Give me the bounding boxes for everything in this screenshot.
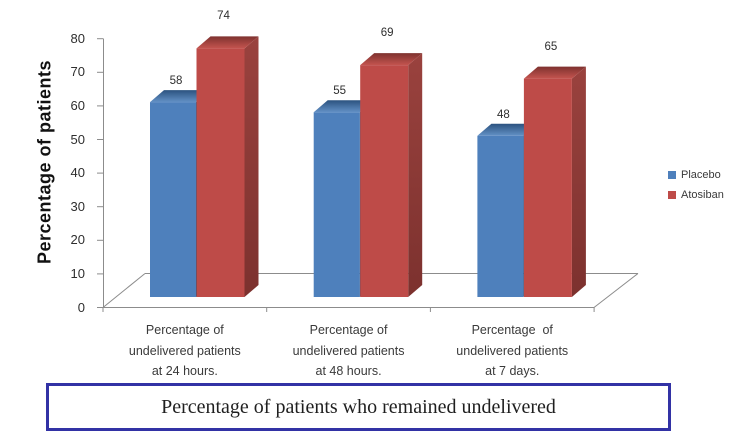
data-label: 55 bbox=[333, 85, 347, 98]
bar-front-face bbox=[313, 112, 360, 297]
bar-front-face bbox=[360, 65, 409, 297]
y-tick-label: 40 bbox=[70, 165, 85, 181]
category-label: Percentage of undelivered patients at 7 da… bbox=[427, 320, 597, 382]
chart-title-text: Percentage of patients who remained unde… bbox=[161, 395, 556, 418]
legend-label: Placebo bbox=[681, 169, 721, 181]
bar-top-face bbox=[150, 90, 210, 103]
bar-top-face bbox=[196, 36, 259, 49]
y-tick-label: 0 bbox=[77, 299, 85, 315]
bar-front-face bbox=[523, 78, 572, 297]
y-tick-label: 80 bbox=[70, 30, 85, 46]
y-tick-label: 20 bbox=[70, 232, 85, 248]
legend-item-placebo: Placebo bbox=[668, 169, 724, 181]
category-label-line: undelivered patients bbox=[292, 343, 405, 358]
bar-side-face bbox=[244, 36, 259, 298]
bar-top-face bbox=[523, 66, 586, 79]
bar-top-face bbox=[360, 53, 423, 66]
bar-atosiban-0 bbox=[196, 36, 259, 298]
data-label: 58 bbox=[169, 75, 183, 88]
category-label-line: at 48 hours. bbox=[315, 364, 382, 378]
bar-top-face bbox=[477, 123, 538, 136]
legend: Placebo Atosiban bbox=[668, 169, 724, 209]
legend-label: Atosiban bbox=[681, 189, 724, 201]
category-label-line: undelivered patients bbox=[128, 343, 241, 358]
y-tick-label: 10 bbox=[70, 265, 85, 281]
y-tick-label: 70 bbox=[70, 64, 85, 80]
data-label: 65 bbox=[544, 40, 558, 53]
legend-item-atosiban: Atosiban bbox=[668, 189, 724, 201]
floor-left-diagonal bbox=[102, 273, 146, 308]
category-label-line: at 24 hours. bbox=[151, 364, 218, 378]
category-label-line: Percentage of bbox=[471, 323, 553, 337]
data-label: 69 bbox=[380, 27, 394, 40]
category-label-line: undelivered patients bbox=[456, 343, 569, 358]
category-label-line: Percentage of bbox=[145, 323, 224, 337]
legend-swatch-placebo bbox=[668, 171, 676, 179]
bar-atosiban-1 bbox=[360, 53, 423, 297]
bar-side-face bbox=[408, 53, 423, 297]
bar-atosiban-2 bbox=[523, 66, 586, 297]
bar-front-face bbox=[150, 102, 196, 298]
y-tick-label: 30 bbox=[70, 198, 85, 214]
bar-top-face bbox=[313, 100, 374, 113]
chart-title-box: Percentage of patients who remained unde… bbox=[46, 383, 671, 431]
bar-front-face bbox=[196, 48, 245, 297]
category-label: Percentage of undelivered patients at 24 h… bbox=[100, 320, 270, 382]
legend-swatch-atosiban bbox=[668, 191, 676, 199]
data-label: 48 bbox=[496, 108, 510, 121]
category-label-line: Percentage of bbox=[309, 323, 388, 337]
bar-front-face bbox=[477, 135, 524, 297]
y-tick-label: 50 bbox=[70, 131, 85, 147]
data-label: 74 bbox=[217, 10, 230, 23]
floor-right-diagonal bbox=[593, 273, 639, 308]
category-label-line: at 7 days. bbox=[485, 364, 540, 378]
y-tick-label: 60 bbox=[70, 97, 85, 113]
category-label: Percentage of undelivered patients at 48 h… bbox=[264, 320, 434, 382]
bar-side-face bbox=[571, 66, 586, 297]
